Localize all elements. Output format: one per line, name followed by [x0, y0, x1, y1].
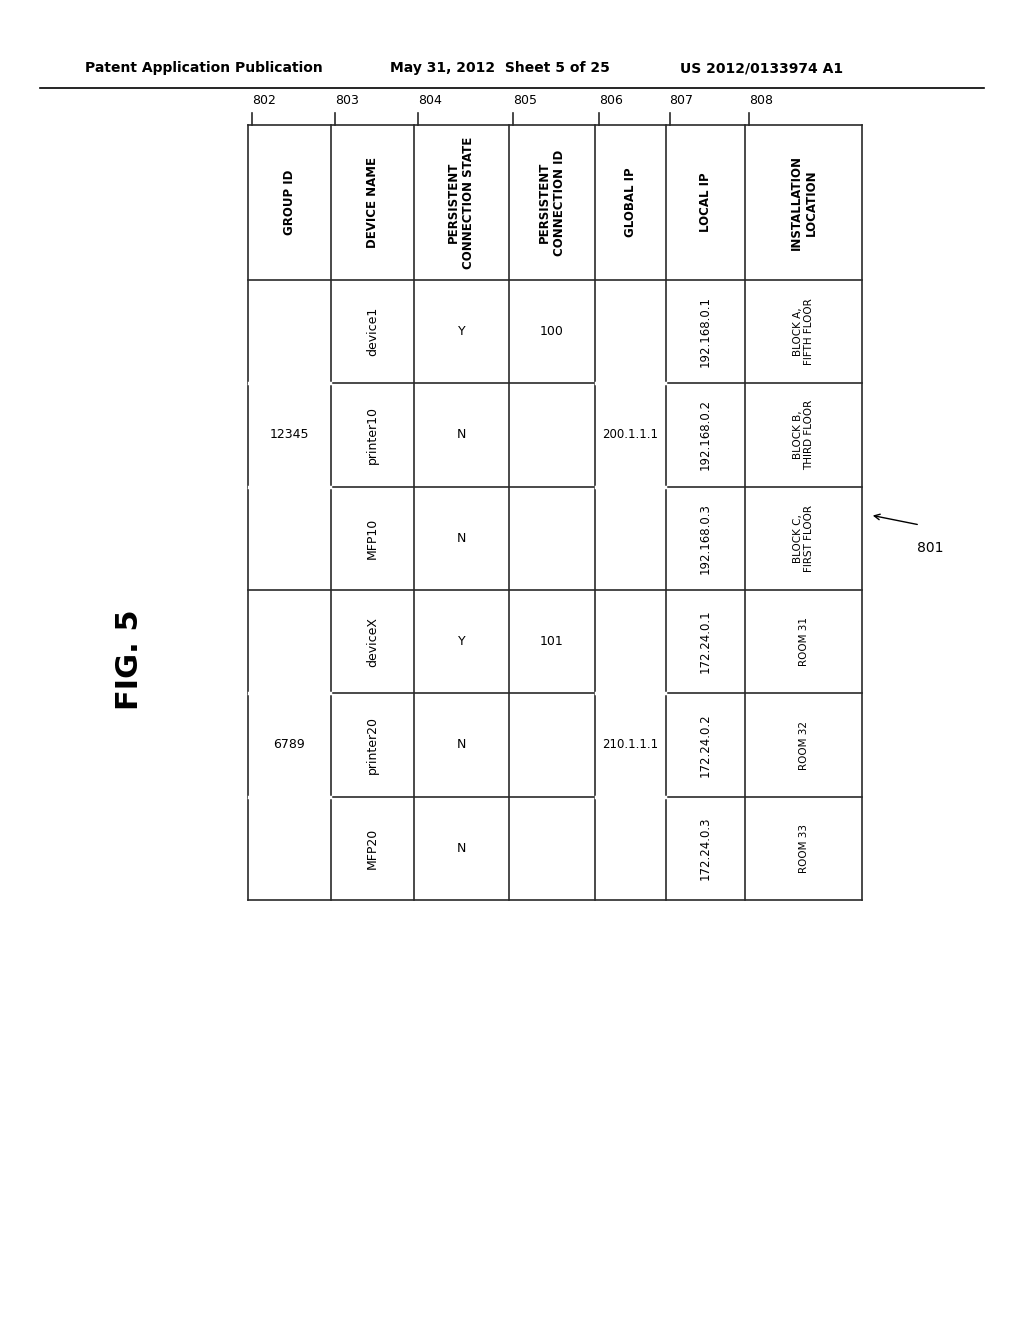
Text: US 2012/0133974 A1: US 2012/0133974 A1	[680, 61, 843, 75]
Text: 101: 101	[540, 635, 564, 648]
Text: GLOBAL IP: GLOBAL IP	[624, 168, 637, 238]
Text: 100: 100	[540, 325, 564, 338]
Text: 172.24.0.2: 172.24.0.2	[699, 713, 712, 776]
Text: Y: Y	[458, 635, 465, 648]
Text: 807: 807	[670, 94, 693, 107]
Text: BLOCK C,
FIRST FLOOR: BLOCK C, FIRST FLOOR	[793, 504, 814, 572]
Text: 802: 802	[252, 94, 275, 107]
Text: PERSISTENT
CONNECTION STATE: PERSISTENT CONNECTION STATE	[447, 136, 475, 269]
Text: 172.24.0.3: 172.24.0.3	[699, 817, 712, 880]
Text: PERSISTENT
CONNECTION ID: PERSISTENT CONNECTION ID	[538, 149, 566, 256]
Text: May 31, 2012  Sheet 5 of 25: May 31, 2012 Sheet 5 of 25	[390, 61, 610, 75]
Text: MFP20: MFP20	[366, 828, 379, 869]
Text: ROOM 33: ROOM 33	[799, 824, 809, 873]
Text: Patent Application Publication: Patent Application Publication	[85, 61, 323, 75]
Text: 200.1.1.1: 200.1.1.1	[602, 429, 658, 441]
Text: 801: 801	[916, 541, 943, 554]
Text: deviceX: deviceX	[366, 616, 379, 667]
Text: BLOCK A,
FIFTH FLOOR: BLOCK A, FIFTH FLOOR	[793, 298, 814, 366]
Text: 6789: 6789	[273, 738, 305, 751]
Text: 805: 805	[513, 94, 537, 107]
Text: ROOM 31: ROOM 31	[799, 618, 809, 667]
Text: N: N	[457, 842, 466, 855]
Text: BLOCK B,
THIRD FLOOR: BLOCK B, THIRD FLOOR	[793, 400, 814, 470]
Text: DEVICE NAME: DEVICE NAME	[366, 157, 379, 248]
Text: 192.168.0.2: 192.168.0.2	[699, 400, 712, 470]
Text: printer20: printer20	[366, 715, 379, 774]
Text: 192.168.0.3: 192.168.0.3	[699, 503, 712, 574]
Text: 12345: 12345	[269, 429, 309, 441]
Text: N: N	[457, 429, 466, 441]
Text: 804: 804	[418, 94, 441, 107]
Text: 808: 808	[750, 94, 773, 107]
Text: FIG. 5: FIG. 5	[116, 610, 144, 710]
Text: N: N	[457, 532, 466, 545]
Text: GROUP ID: GROUP ID	[283, 170, 296, 235]
Text: LOCAL IP: LOCAL IP	[699, 173, 712, 232]
Text: 806: 806	[599, 94, 623, 107]
Text: printer10: printer10	[366, 407, 379, 465]
Text: ROOM 32: ROOM 32	[799, 721, 809, 770]
Text: INSTALLATION
LOCATION: INSTALLATION LOCATION	[790, 154, 818, 249]
Text: N: N	[457, 738, 466, 751]
Text: Y: Y	[458, 325, 465, 338]
Text: 172.24.0.1: 172.24.0.1	[699, 610, 712, 673]
Text: 210.1.1.1: 210.1.1.1	[602, 738, 658, 751]
Text: device1: device1	[366, 308, 379, 356]
Text: 192.168.0.1: 192.168.0.1	[699, 296, 712, 367]
Text: MFP10: MFP10	[366, 517, 379, 558]
Text: 803: 803	[335, 94, 358, 107]
